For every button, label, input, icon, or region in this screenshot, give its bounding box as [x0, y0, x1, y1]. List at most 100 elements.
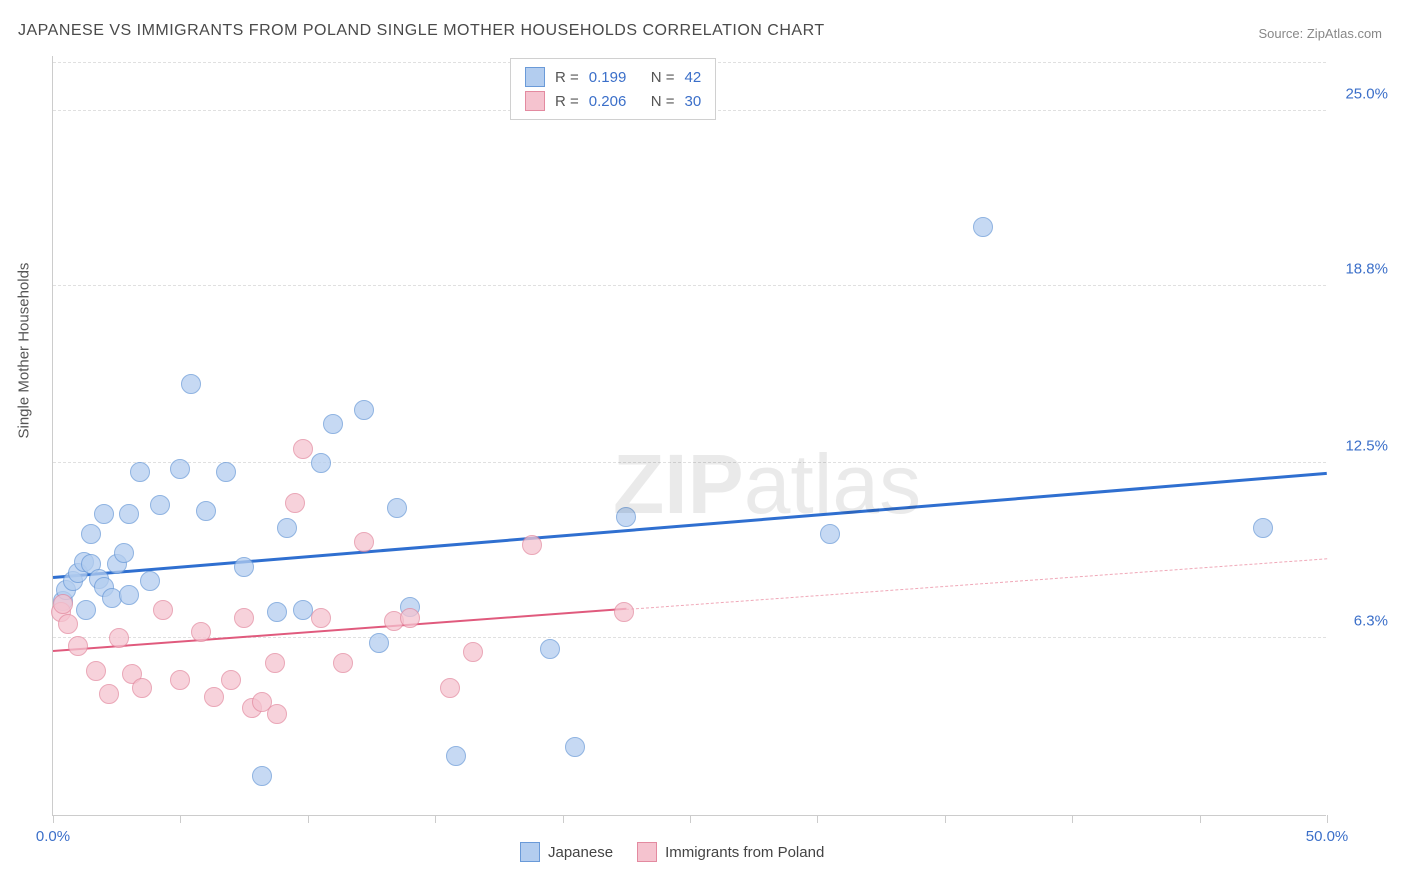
scatter-point-japanese: [354, 400, 374, 420]
x-tick: [308, 815, 309, 823]
scatter-point-japanese: [150, 495, 170, 515]
scatter-point-japanese: [311, 453, 331, 473]
scatter-point-poland: [86, 661, 106, 681]
scatter-point-poland: [109, 628, 129, 648]
x-tick: [817, 815, 818, 823]
x-tick-label: 50.0%: [1306, 828, 1349, 845]
scatter-point-japanese: [1253, 518, 1273, 538]
legend-n-label: N =: [651, 69, 675, 86]
scatter-point-poland: [170, 670, 190, 690]
y-tick-label: 12.5%: [1345, 438, 1388, 455]
legend-r-value: 0.206: [589, 93, 641, 110]
scatter-point-poland: [68, 636, 88, 656]
scatter-point-japanese: [323, 414, 343, 434]
scatter-point-poland: [267, 704, 287, 724]
scatter-point-poland: [440, 678, 460, 698]
trend-line-extension: [626, 558, 1327, 610]
scatter-point-japanese: [446, 746, 466, 766]
scatter-point-poland: [463, 642, 483, 662]
x-tick: [1200, 815, 1201, 823]
scatter-point-japanese: [277, 518, 297, 538]
scatter-point-japanese: [820, 524, 840, 544]
legend-n-label: N =: [651, 93, 675, 110]
scatter-point-poland: [354, 532, 374, 552]
scatter-point-poland: [311, 608, 331, 628]
x-tick-label: 0.0%: [36, 828, 70, 845]
y-tick-label: 6.3%: [1354, 612, 1388, 629]
scatter-point-poland: [333, 653, 353, 673]
scatter-point-japanese: [81, 524, 101, 544]
legend-series-item: Japanese: [520, 842, 613, 862]
scatter-point-japanese: [114, 543, 134, 563]
scatter-point-japanese: [973, 217, 993, 237]
scatter-point-poland: [221, 670, 241, 690]
legend-n-value: 30: [685, 93, 702, 110]
legend-series-label: Immigrants from Poland: [665, 844, 824, 861]
scatter-point-poland: [191, 622, 211, 642]
y-tick-label: 25.0%: [1345, 86, 1388, 103]
scatter-point-poland: [522, 535, 542, 555]
x-tick: [1327, 815, 1328, 823]
legend-correlation-box: R = 0.199 N = 42 R = 0.206 N = 30: [510, 58, 716, 120]
legend-series: Japanese Immigrants from Poland: [520, 842, 824, 862]
scatter-point-poland: [99, 684, 119, 704]
legend-correlation-row: R = 0.206 N = 30: [525, 89, 701, 113]
x-tick: [53, 815, 54, 823]
legend-correlation-row: R = 0.199 N = 42: [525, 65, 701, 89]
scatter-point-japanese: [102, 588, 122, 608]
scatter-point-poland: [614, 602, 634, 622]
scatter-point-poland: [132, 678, 152, 698]
legend-n-value: 42: [685, 69, 702, 86]
scatter-point-japanese: [130, 462, 150, 482]
legend-swatch: [637, 842, 657, 862]
scatter-point-japanese: [616, 507, 636, 527]
scatter-point-japanese: [252, 766, 272, 786]
scatter-point-japanese: [119, 504, 139, 524]
scatter-point-japanese: [76, 600, 96, 620]
legend-r-label: R =: [555, 69, 579, 86]
legend-series-label: Japanese: [548, 844, 613, 861]
chart-container: JAPANESE VS IMMIGRANTS FROM POLAND SINGL…: [0, 0, 1406, 892]
scatter-point-poland: [204, 687, 224, 707]
scatter-point-poland: [53, 594, 73, 614]
scatter-point-japanese: [94, 504, 114, 524]
legend-r-value: 0.199: [589, 69, 641, 86]
legend-series-item: Immigrants from Poland: [637, 842, 824, 862]
scatter-point-poland: [265, 653, 285, 673]
y-axis-label: Single Mother Households: [16, 263, 33, 439]
scatter-point-poland: [400, 608, 420, 628]
scatter-point-poland: [285, 493, 305, 513]
scatter-point-poland: [58, 614, 78, 634]
grid-line: [53, 462, 1326, 463]
scatter-point-japanese: [267, 602, 287, 622]
scatter-point-japanese: [196, 501, 216, 521]
plot-area: ZIPatlas 6.3%12.5%18.8%25.0%0.0%50.0%: [52, 56, 1326, 816]
scatter-point-japanese: [216, 462, 236, 482]
scatter-point-japanese: [119, 585, 139, 605]
legend-r-label: R =: [555, 93, 579, 110]
scatter-point-poland: [293, 439, 313, 459]
scatter-point-japanese: [369, 633, 389, 653]
scatter-point-japanese: [387, 498, 407, 518]
legend-swatch: [525, 91, 545, 111]
legend-swatch: [520, 842, 540, 862]
x-tick: [435, 815, 436, 823]
source-label: Source: ZipAtlas.com: [1258, 26, 1382, 41]
x-tick: [690, 815, 691, 823]
x-tick: [945, 815, 946, 823]
x-tick: [1072, 815, 1073, 823]
x-tick: [563, 815, 564, 823]
scatter-point-japanese: [140, 571, 160, 591]
chart-title: JAPANESE VS IMMIGRANTS FROM POLAND SINGL…: [18, 22, 825, 40]
scatter-point-japanese: [170, 459, 190, 479]
scatter-point-poland: [153, 600, 173, 620]
scatter-point-japanese: [540, 639, 560, 659]
scatter-point-japanese: [181, 374, 201, 394]
y-tick-label: 18.8%: [1345, 260, 1388, 277]
x-tick: [180, 815, 181, 823]
scatter-point-japanese: [234, 557, 254, 577]
scatter-point-poland: [234, 608, 254, 628]
grid-line: [53, 285, 1326, 286]
scatter-point-japanese: [565, 737, 585, 757]
legend-swatch: [525, 67, 545, 87]
